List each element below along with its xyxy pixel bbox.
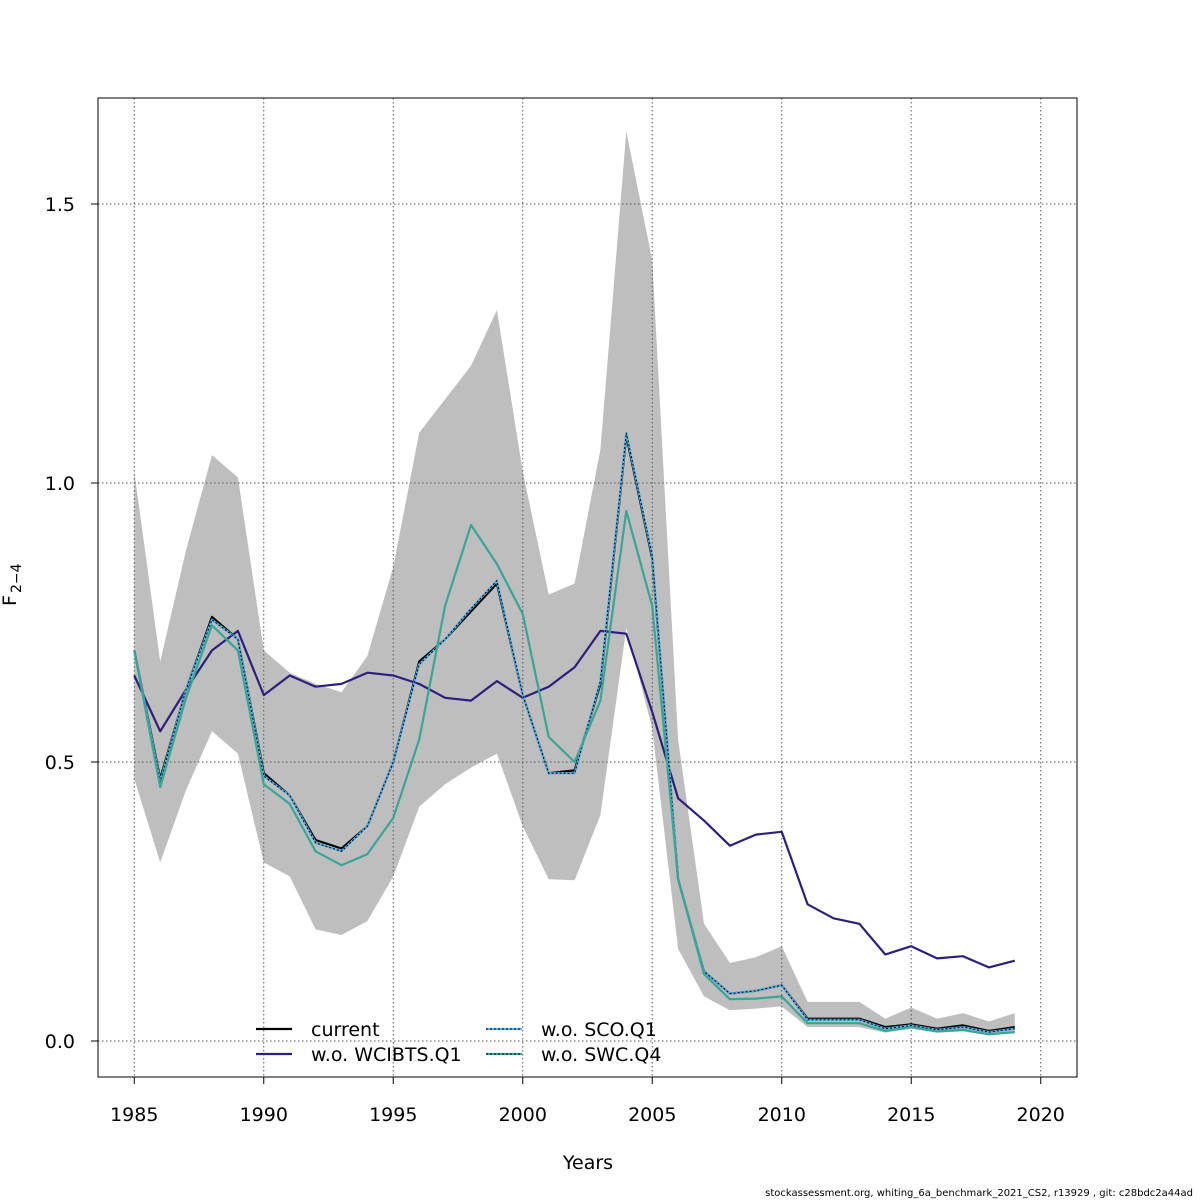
x-tick-label: 1990	[240, 1104, 288, 1126]
legend-label-sco: w.o. SCO.Q1	[541, 1019, 657, 1041]
footer-caption: stockassessment.org, whiting_6a_benchmar…	[765, 1188, 1193, 1199]
legend-label-swc: w.o. SWC.Q4	[541, 1044, 661, 1066]
x-axis-title: Years	[562, 1152, 613, 1174]
x-tick-label: 2015	[887, 1104, 935, 1126]
legend-label-current: current	[311, 1019, 380, 1041]
x-tick-label: 1995	[369, 1104, 417, 1126]
series-line-w-o-swc-q4	[133, 509, 1015, 1036]
y-tick-label: 1.5	[45, 194, 75, 216]
x-tick-label: 2005	[628, 1104, 676, 1126]
confidence-band	[134, 131, 1015, 1036]
y-tick-label: 1.0	[45, 473, 75, 495]
y-tick-label: 0.0	[45, 1031, 75, 1053]
y-tick-label: 0.5	[45, 752, 75, 774]
x-tick-label: 2000	[499, 1104, 547, 1126]
x-tick-label: 2020	[1017, 1104, 1065, 1126]
y-axis: 0.0 0.5 1.0 1.5	[45, 194, 98, 1053]
legend-item-wcibts: w.o. WCIBTS.Q1	[256, 1044, 462, 1066]
series-line-dash-w-o-sco-q1	[133, 432, 1015, 1033]
y-axis-title: F 2−4	[0, 563, 25, 606]
legend-label-wcibts: w.o. WCIBTS.Q1	[311, 1044, 462, 1066]
legend-item-sco: w.o. SCO.Q1	[486, 1019, 657, 1041]
series-line-w-o-wcibts-q1	[133, 629, 1016, 969]
grid-layer	[98, 98, 1077, 1077]
y-axis-title-subscript: 2−4	[9, 563, 25, 593]
x-tick-label: 2010	[758, 1104, 806, 1126]
x-tick-label: 1985	[110, 1104, 158, 1126]
series-layer	[133, 431, 1016, 1036]
plot-frame	[97, 97, 1078, 1078]
y-axis-title-main: F	[0, 595, 21, 606]
legend-item-swc: w.o. SWC.Q4	[486, 1044, 661, 1066]
legend-item-current: current	[256, 1019, 380, 1041]
x-axis: 1985 1990 1995 2000 2005 2010 2015 2020	[110, 1077, 1065, 1126]
confidence-band-layer	[134, 131, 1015, 1036]
legend: current w.o. WCIBTS.Q1 w.o. SCO.Q1 w.o. …	[256, 1019, 661, 1066]
